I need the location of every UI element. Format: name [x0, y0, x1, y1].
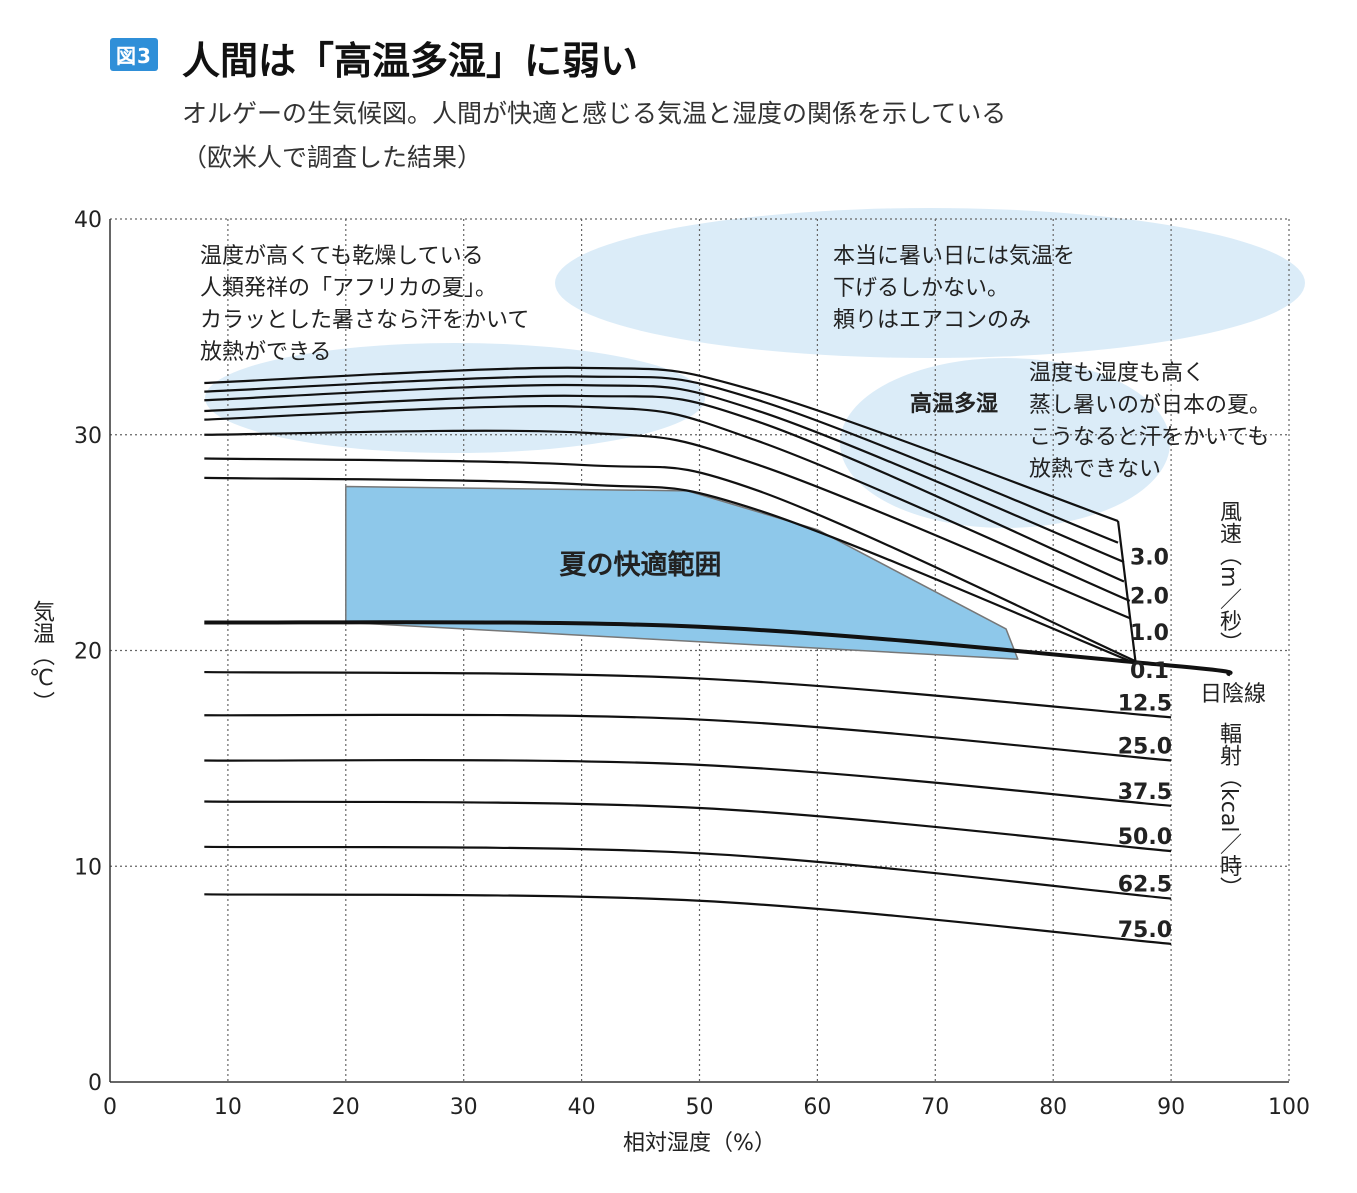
- wind-line-2: [204, 429, 1131, 620]
- wind-line-5: [204, 383, 1125, 564]
- background-clouds: [205, 208, 1305, 528]
- radiation-line-3: [204, 800, 1172, 853]
- wind-boundary-line: [1116, 520, 1137, 664]
- africa-note-line-2: カラッとした暑さなら汗をかいて: [200, 308, 529, 333]
- radiation-line-4: [204, 845, 1172, 900]
- radiation-line-5: [204, 893, 1172, 946]
- radiation-label-37.5: 37.5: [1118, 780, 1172, 805]
- x-tick-label-20: 20: [332, 1095, 360, 1120]
- comfort-zone-label: 夏の快適範囲: [560, 549, 722, 581]
- radiation-line-2: [204, 759, 1172, 807]
- y-tick-label-0: 0: [88, 1071, 102, 1096]
- wind-line-3: [204, 405, 1131, 602]
- figure-number-badge: 図3: [110, 38, 158, 71]
- wind-line-1: [204, 457, 1137, 663]
- radiation-label-50.0: 50.0: [1118, 825, 1172, 850]
- subtitle-line-1: オルゲーの生気候図。人間が快適と感じる気温と湿度の関係を示している: [182, 99, 1007, 128]
- japan-summer-label: 高温多湿: [910, 391, 998, 417]
- axis-ticks: 0 10 20 30 40 50 60 70 80 90 100 0 10 20 30 40 相対湿度（%）: [74, 208, 1310, 1156]
- x-tick-label-60: 60: [803, 1095, 831, 1120]
- radiation-label-25.0: 25.0: [1118, 735, 1172, 760]
- japan-note-line-2: こうなると汗をかいても: [1029, 425, 1269, 450]
- x-tick-label-10: 10: [214, 1095, 242, 1120]
- y-tick-label-40: 40: [74, 208, 102, 233]
- hot-day-note-line-2: 頼りはエアコンのみ: [833, 308, 1031, 333]
- chart-labels: 0.1 1.0 2.0 3.0 12.5 25.0 37.5 50.0 62.5 75.0 日陰線 夏…: [200, 244, 1271, 943]
- grid-lines: [109, 218, 1290, 1083]
- x-tick-label-0: 0: [103, 1095, 117, 1120]
- y-axis-label: 気温（℃）: [29, 600, 54, 713]
- hot-day-note-line-0: 本当に暑い日には気温を: [833, 244, 1075, 269]
- x-tick-label-30: 30: [450, 1095, 478, 1120]
- shade-line: [204, 620, 1233, 677]
- japan-note-line-0: 温度も湿度も高く: [1029, 361, 1205, 386]
- x-tick-label-70: 70: [921, 1095, 949, 1120]
- wind-speed-label-2.0: 2.0: [1130, 584, 1169, 609]
- wind-speed-label-1.0: 1.0: [1130, 621, 1169, 646]
- radiation-line-0: [204, 670, 1172, 719]
- subtitle-line-2: （欧米人で調査した結果）: [182, 143, 483, 172]
- hot-day-note-line-1: 下げるしかない。: [833, 276, 1009, 301]
- wind-speed-group-label: 風速（m／秒）: [1216, 500, 1241, 654]
- y-tick-label-10: 10: [74, 855, 102, 880]
- wind-line-4: [204, 394, 1125, 583]
- japan-note-line-1: 蒸し暑いのが日本の夏。: [1029, 393, 1271, 418]
- x-tick-label-80: 80: [1039, 1095, 1067, 1120]
- background-cloud-2: [840, 358, 1170, 528]
- shade-line-label: 日陰線: [1200, 682, 1266, 707]
- africa-note-line-0: 温度が高くても乾燥している: [200, 244, 484, 269]
- x-tick-label-90: 90: [1157, 1095, 1185, 1120]
- wind-speed-label-3.0: 3.0: [1130, 546, 1169, 571]
- wind-line-0: [204, 476, 1137, 665]
- y-tick-label-30: 30: [74, 424, 102, 449]
- radiation-label-12.5: 12.5: [1118, 691, 1172, 716]
- figure-subtitle: オルゲーの生気候図。人間が快適と感じる気温と湿度の関係を示している （欧米人で調…: [182, 92, 1282, 180]
- radiation-label-62.5: 62.5: [1118, 873, 1172, 898]
- radiation-line-1: [204, 713, 1172, 762]
- background-cloud-0: [555, 208, 1305, 358]
- x-tick-label-100: 100: [1268, 1095, 1310, 1120]
- figure-title: 人間は「高温多湿」に弱い: [182, 39, 639, 83]
- data-lines: [204, 366, 1233, 946]
- x-axis-label: 相対湿度（%）: [623, 1131, 776, 1156]
- africa-note-line-3: 放熱ができる: [200, 340, 332, 365]
- wind-line-6: [204, 375, 1119, 544]
- radiation-label-75.0: 75.0: [1118, 918, 1172, 943]
- wind-speed-label-0.1: 0.1: [1130, 659, 1169, 684]
- x-tick-label-40: 40: [568, 1095, 596, 1120]
- japan-note-line-3: 放熱できない: [1029, 457, 1161, 482]
- x-tick-label-50: 50: [686, 1095, 714, 1120]
- radiation-group-label: 輻射（kcal／時）: [1216, 722, 1241, 899]
- y-tick-label-20: 20: [74, 640, 102, 665]
- wind-line-7: [204, 366, 1119, 523]
- africa-note-line-1: 人類発祥の「アフリカの夏」。: [200, 276, 497, 301]
